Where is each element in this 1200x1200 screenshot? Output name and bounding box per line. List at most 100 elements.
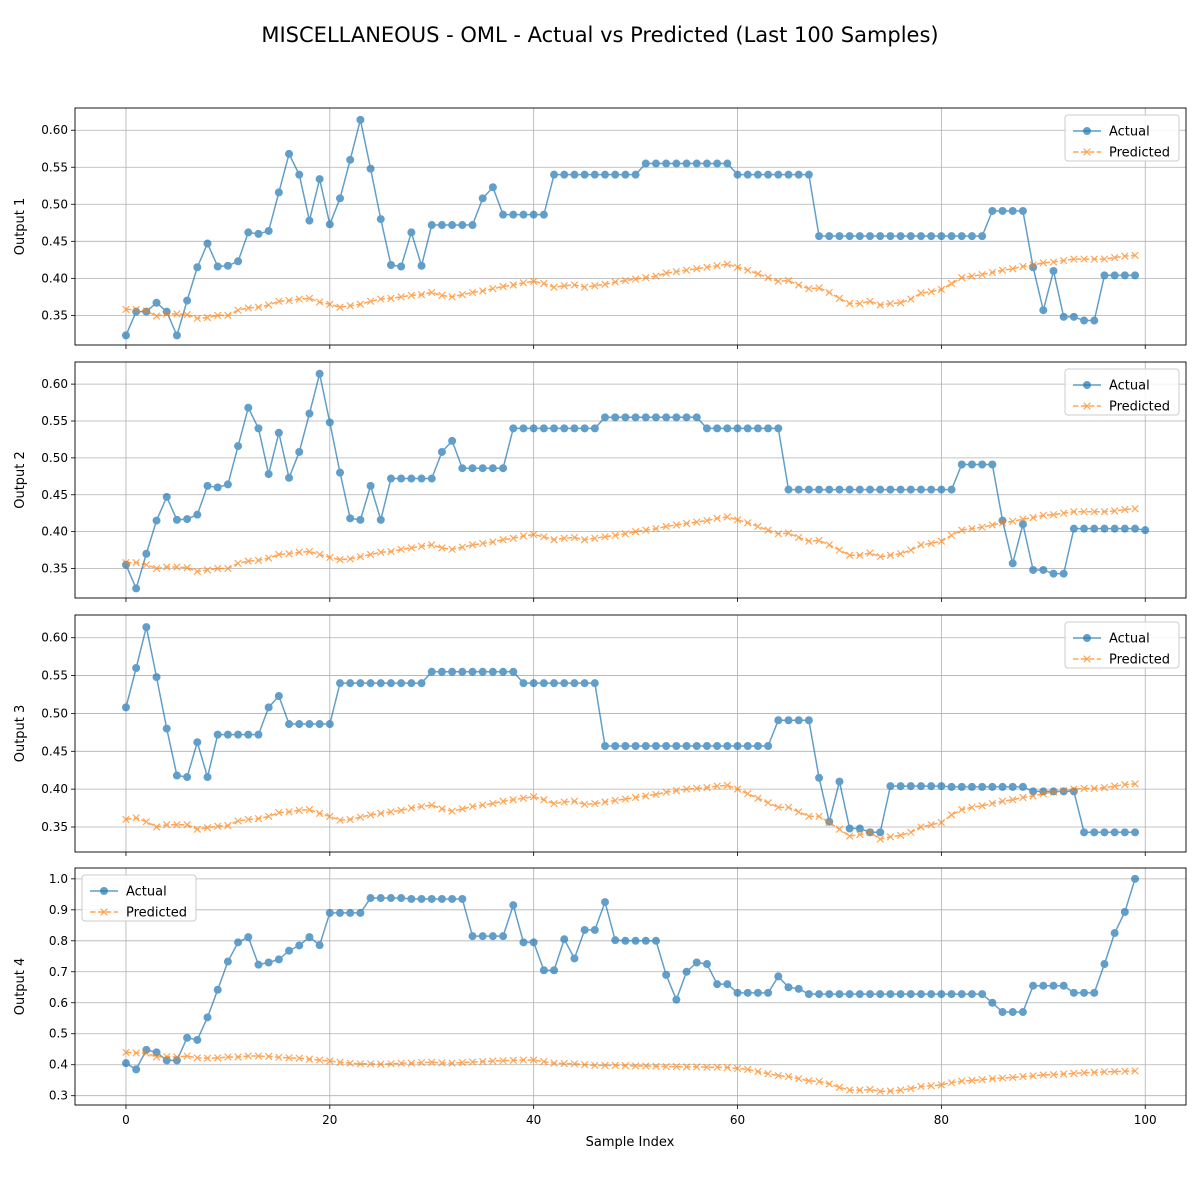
- actual-point: [1100, 828, 1109, 837]
- actual-point: [121, 703, 130, 712]
- predicted-point: [387, 294, 395, 303]
- actual-point: [529, 679, 538, 688]
- predicted-point: [784, 529, 793, 537]
- predicted-point: [1121, 780, 1129, 789]
- predicted-point: [835, 546, 844, 554]
- predicted-point: [784, 276, 793, 285]
- actual-point: [376, 894, 385, 903]
- actual-point: [386, 261, 395, 270]
- predicted-point: [499, 797, 507, 805]
- predicted-point: [805, 537, 813, 545]
- predicted-point: [978, 523, 986, 531]
- actual-point: [957, 460, 966, 469]
- legend-item-actual: Actual: [90, 885, 167, 900]
- series-predicted: [122, 780, 1139, 843]
- actual-point: [682, 159, 691, 168]
- actual-point: [1110, 524, 1119, 533]
- actual-point: [937, 990, 946, 999]
- predicted-point: [213, 822, 222, 830]
- actual-point: [886, 485, 895, 494]
- predicted-point: [733, 263, 742, 271]
- actual-point: [254, 730, 263, 739]
- actual-point: [1131, 271, 1140, 280]
- actual-point: [427, 221, 436, 230]
- predicted-point: [591, 534, 599, 542]
- actual-point: [713, 741, 722, 750]
- actual-point: [172, 771, 181, 780]
- predicted-point: [295, 806, 303, 815]
- predicted-point: [509, 281, 518, 289]
- predicted-point: [132, 814, 140, 822]
- predicted-point: [397, 545, 405, 554]
- predicted-point: [234, 306, 242, 314]
- predicted-point: [1121, 1067, 1129, 1075]
- actual-point: [295, 170, 304, 179]
- predicted-point: [152, 312, 161, 320]
- y-tick-label: 0.40: [41, 782, 68, 796]
- actual-point: [916, 782, 925, 791]
- series-line-predicted: [125, 254, 1136, 320]
- y-tick-label: 1.0: [49, 872, 68, 886]
- actual-point: [927, 782, 936, 791]
- predicted-point: [774, 803, 783, 812]
- actual-point: [305, 216, 314, 225]
- predicted-point: [1100, 507, 1109, 516]
- predicted-point: [285, 550, 293, 558]
- actual-point: [315, 175, 324, 184]
- actual-point: [325, 418, 334, 427]
- actual-point: [437, 447, 446, 456]
- legend-label: Actual: [1109, 379, 1150, 394]
- predicted-point: [244, 557, 252, 565]
- actual-point: [468, 667, 477, 676]
- actual-point: [356, 515, 365, 524]
- predicted-point: [907, 828, 915, 837]
- actual-point: [1110, 271, 1119, 280]
- predicted-point: [794, 808, 803, 816]
- predicted-point: [1121, 252, 1129, 260]
- y-tick-label: 0.35: [41, 308, 68, 322]
- actual-point: [509, 210, 518, 219]
- actual-point: [896, 485, 905, 494]
- actual-point: [509, 424, 518, 433]
- actual-point: [611, 936, 620, 945]
- actual-point: [509, 667, 518, 676]
- predicted-point: [968, 803, 976, 812]
- predicted-point: [509, 796, 518, 804]
- legend-item-actual: Actual: [1073, 632, 1150, 647]
- actual-point: [1131, 524, 1140, 533]
- actual-point: [988, 782, 997, 791]
- predicted-point: [764, 273, 772, 282]
- subplot-3: 0.35 0.40 0.45 0.50 0.55 0.60 Output 3 Actual Pr…: [13, 614, 1187, 856]
- predicted-point: [377, 548, 385, 556]
- actual-point: [499, 210, 508, 219]
- predicted-point: [1059, 509, 1068, 517]
- predicted-point: [1080, 784, 1088, 793]
- actual-point: [794, 984, 803, 993]
- actual-point: [774, 972, 783, 981]
- predicted-point: [1019, 515, 1027, 523]
- predicted-point: [234, 1053, 242, 1061]
- predicted-point: [876, 301, 884, 309]
- actual-point: [743, 170, 752, 179]
- predicted-point: [937, 1081, 946, 1089]
- predicted-point: [1070, 255, 1078, 263]
- actual-point: [916, 990, 925, 999]
- predicted-point: [703, 263, 711, 271]
- actual-point: [702, 741, 711, 750]
- legend-marker: [1083, 402, 1091, 410]
- actual-point: [213, 483, 222, 492]
- actual-point: [845, 990, 854, 999]
- actual-point: [651, 936, 660, 945]
- predicted-point: [142, 307, 151, 315]
- actual-point: [774, 424, 783, 433]
- predicted-point: [438, 291, 446, 300]
- predicted-point: [1049, 258, 1058, 266]
- predicted-point: [866, 828, 874, 837]
- actual-point: [651, 413, 660, 422]
- predicted-point: [529, 277, 538, 286]
- predicted-point: [305, 547, 314, 556]
- actual-point: [825, 485, 834, 494]
- actual-point: [254, 960, 263, 969]
- actual-point: [672, 413, 681, 422]
